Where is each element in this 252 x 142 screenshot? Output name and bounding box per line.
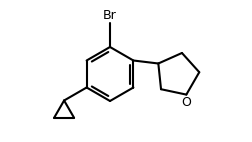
Text: O: O bbox=[181, 96, 191, 109]
Text: Br: Br bbox=[103, 9, 117, 22]
